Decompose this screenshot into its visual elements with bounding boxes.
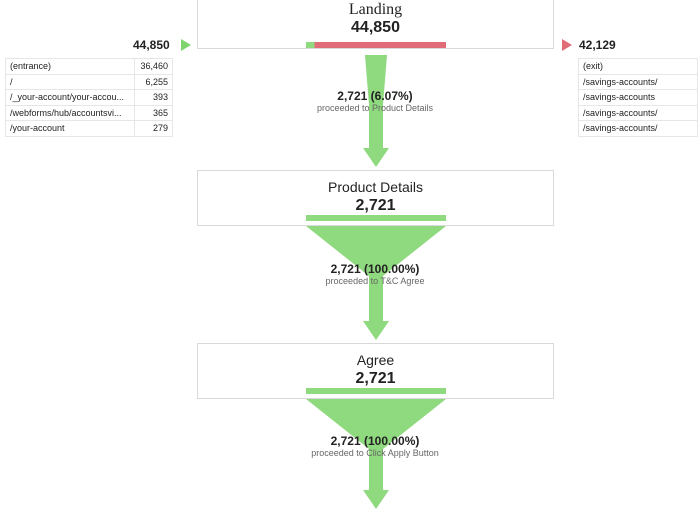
entrance-page: /your-account bbox=[5, 120, 135, 137]
conversion-description: proceeded to Product Details bbox=[316, 103, 434, 113]
entrance-count: 36,460 bbox=[133, 58, 174, 75]
entrance-row[interactable]: (entrance) 36,460 bbox=[5, 58, 174, 75]
step-name: Agree bbox=[356, 352, 395, 368]
entrance-row[interactable]: /6,255 bbox=[5, 73, 174, 90]
funnel-step-product-details[interactable]: Product Details 2,721 bbox=[197, 170, 554, 226]
funnel-flow-0 bbox=[363, 55, 389, 167]
funnel-step-landing[interactable]: Landing 44,850 bbox=[197, 0, 554, 49]
entrance-page: (entrance) bbox=[5, 58, 135, 75]
entrance-row[interactable]: /webforms/hub/accountsvi... 365 bbox=[5, 104, 174, 121]
step-bar bbox=[306, 42, 446, 48]
conversion-value: 2,721 (6.07%) bbox=[337, 89, 413, 103]
step-bar bbox=[306, 388, 446, 394]
entrance-row[interactable]: /your-account 279 bbox=[5, 120, 174, 137]
funnel-flow-1 bbox=[306, 226, 446, 340]
entrance-count: 6,255 bbox=[133, 73, 174, 90]
entrances-table: (entrance) 36,460/6,255/_your-account/you… bbox=[5, 58, 174, 137]
entrance-row[interactable]: /_your-account/your-accou... 393 bbox=[5, 89, 174, 106]
exit-row[interactable]: (exit) bbox=[578, 58, 698, 75]
conversion-label: 2,721 (100.00%) proceeded to T&C Agree bbox=[280, 262, 470, 287]
conversion-value: 2,721 (100.00%) bbox=[330, 262, 420, 276]
step-bar bbox=[306, 215, 446, 221]
exit-row[interactable]: /savings-accounts bbox=[578, 89, 698, 106]
conversion-value: 2,721 (100.00%) bbox=[330, 434, 420, 448]
exit-row[interactable]: /savings-accounts/ bbox=[578, 73, 698, 90]
conversion-description: proceeded to Click Apply Button bbox=[311, 448, 439, 458]
conversion-label: 2,721 (6.07%) proceeded to Product Detai… bbox=[280, 89, 470, 114]
exit-row[interactable]: /savings-accounts/ bbox=[578, 104, 698, 121]
entrance-page: / bbox=[5, 73, 135, 90]
entrance-count: 365 bbox=[133, 104, 174, 121]
exit-page: /savings-accounts bbox=[578, 89, 698, 106]
exit-page: /savings-accounts/ bbox=[578, 73, 698, 90]
entrance-count: 279 bbox=[133, 120, 174, 137]
exits-total: 42,129 bbox=[579, 38, 616, 52]
entrance-page: /_your-account/your-accou... bbox=[5, 89, 135, 106]
exit-page: (exit) bbox=[578, 58, 698, 75]
step-count: 2,721 bbox=[355, 197, 396, 214]
exit-arrow-icon bbox=[562, 39, 572, 51]
step-count: 2,721 bbox=[355, 370, 396, 387]
conversion-description: proceeded to T&C Agree bbox=[325, 276, 425, 286]
funnel-flow-2 bbox=[306, 399, 446, 509]
funnel-step-agree[interactable]: Agree 2,721 bbox=[197, 343, 554, 399]
entrance-count: 393 bbox=[133, 89, 174, 106]
entrance-page: /webforms/hub/accountsvi... bbox=[5, 104, 135, 121]
exit-row[interactable]: /savings-accounts/ bbox=[578, 120, 698, 137]
exits-table: (exit)/savings-accounts//savings-account… bbox=[578, 58, 698, 137]
entrances-total: 44,850 bbox=[133, 38, 170, 52]
step-name: Landing bbox=[348, 1, 403, 18]
entrance-arrow-icon bbox=[181, 39, 191, 51]
step-name: Product Details bbox=[328, 179, 423, 195]
conversion-label: 2,721 (100.00%) proceeded to Click Apply… bbox=[280, 434, 470, 459]
step-count: 44,850 bbox=[351, 19, 400, 36]
exit-page: /savings-accounts/ bbox=[578, 104, 698, 121]
exit-page: /savings-accounts/ bbox=[578, 120, 698, 137]
